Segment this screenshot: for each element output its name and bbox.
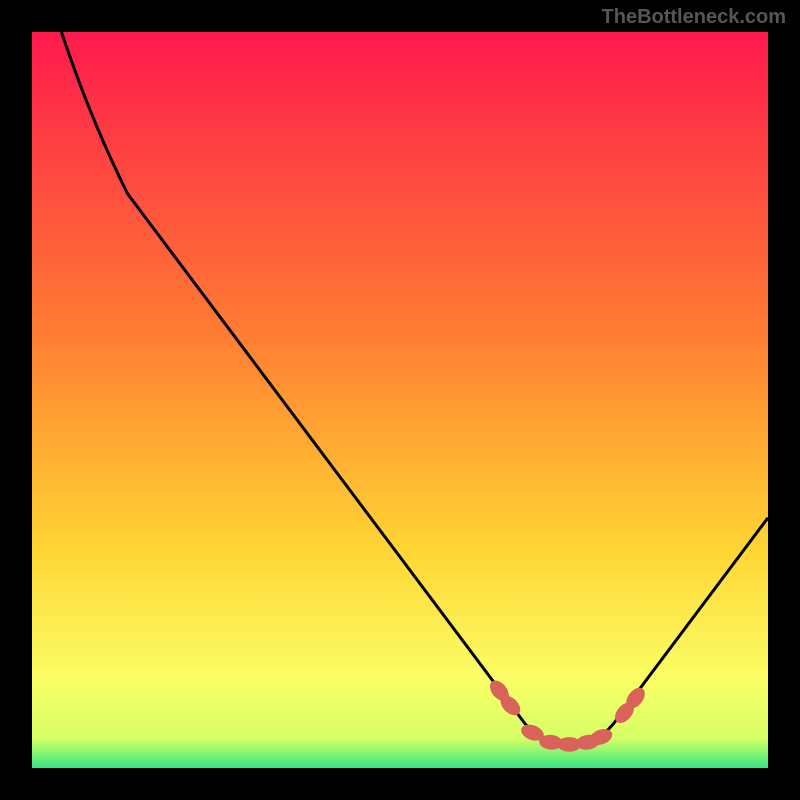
watermark-text: TheBottleneck.com: [602, 6, 786, 29]
plot-area: [32, 32, 768, 768]
bottleneck-curve: [61, 32, 768, 746]
curve-svg: [32, 32, 768, 768]
chart-container: TheBottleneck.com: [0, 0, 800, 800]
